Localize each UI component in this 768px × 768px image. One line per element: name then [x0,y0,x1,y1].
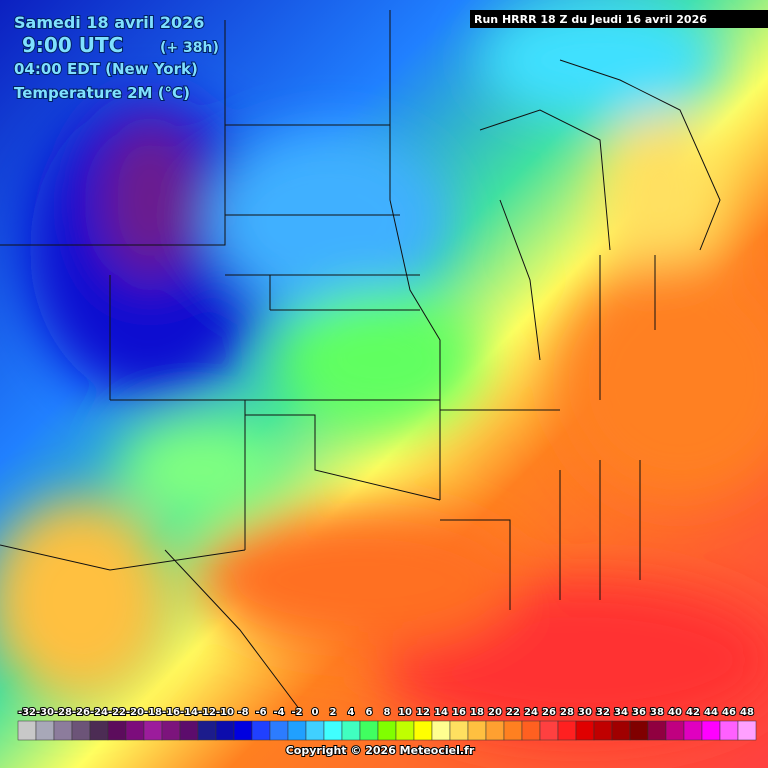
run-label: Run HRRR 18 Z du Jeudi 16 avril 2026 [474,13,707,26]
legend-label: 26 [542,707,556,718]
legend-label: -2 [291,707,302,718]
legend-label: 10 [398,707,412,718]
legend-swatch [431,720,451,741]
state-borders [0,10,721,711]
legend-swatch [179,720,199,741]
legend-swatch [143,720,163,741]
legend-swatch [233,720,253,741]
legend-label: 42 [686,707,700,718]
date: Samedi 18 avril 2026 [14,13,204,32]
legend-swatch [485,720,505,741]
legend-label: 12 [416,707,430,718]
legend-label: 40 [668,707,682,718]
legend-swatch [737,720,757,741]
legend-swatch [665,720,685,741]
legend-label: -26 [72,707,90,718]
legend-label: 36 [632,707,646,718]
legend-label: 16 [452,707,466,718]
legend-swatch [683,720,703,741]
legend-swatch [359,720,379,741]
legend-swatch [629,720,649,741]
legend-swatch [503,720,523,741]
legend-label: 6 [366,707,373,718]
legend-label: -22 [108,707,126,718]
legend-swatch [323,720,343,741]
legend-label: 8 [384,707,391,718]
legend-swatch [395,720,415,741]
legend-swatch [197,720,217,741]
legend-swatch [611,720,631,741]
legend-label: -4 [273,707,284,718]
legend-label: 22 [506,707,520,718]
temperature-patches [0,0,768,740]
legend-label: -14 [180,707,198,718]
legend-label: 32 [596,707,610,718]
legend-label: 18 [470,707,484,718]
legend-label: 4 [348,707,355,718]
legend-swatch [521,720,541,741]
legend-label: -30 [36,707,54,718]
parameter: Temperature 2M (°C) [14,84,190,102]
legend-label: -28 [54,707,72,718]
legend-label: -10 [216,707,234,718]
legend-swatch [413,720,433,741]
time-utc: 9:00 UTC [22,33,123,57]
legend-swatch [719,720,739,741]
legend-label: 38 [650,707,664,718]
legend: -32 -30 -28 -26 -24 -22 -20 -18 -16 -14 -12 -10 -8 -6… [17,706,757,741]
legend-swatch [305,720,325,741]
legend-label: 30 [578,707,592,718]
copyright: Copyright © 2026 Meteociel.fr [286,744,475,757]
legend-swatch [287,720,307,741]
legend-swatch [269,720,289,741]
legend-swatch [71,720,91,741]
legend-swatch [107,720,127,741]
legend-swatch [215,720,235,741]
legend-swatch [17,720,37,741]
legend-swatch [89,720,109,741]
legend-label: -24 [90,707,108,718]
legend-swatch [647,720,667,741]
legend-swatch [251,720,271,741]
legend-label: 46 [722,707,736,718]
legend-swatch [557,720,577,741]
run-box [470,10,768,28]
local-time: 04:00 EDT (New York) [14,60,198,78]
legend-label: -32 [18,707,36,718]
legend-swatch [53,720,73,741]
legend-label: 48 [740,707,754,718]
legend-swatch [35,720,55,741]
legend-swatch [125,720,145,741]
legend-label: -20 [126,707,144,718]
legend-label: 20 [488,707,502,718]
legend-swatch [539,720,559,741]
legend-swatch [467,720,487,741]
legend-label: -8 [237,707,248,718]
legend-label: -6 [255,707,266,718]
legend-label: -16 [162,707,180,718]
legend-label: 44 [704,707,718,718]
legend-label: -18 [144,707,162,718]
legend-label: 14 [434,707,448,718]
legend-label: -12 [198,707,216,718]
legend-label: 28 [560,707,574,718]
legend-label: 24 [524,707,538,718]
legend-label: 2 [330,707,337,718]
legend-swatch [575,720,595,741]
legend-swatch [341,720,361,741]
legend-swatch [701,720,721,741]
legend-swatch [161,720,181,741]
legend-label: 0 [312,707,319,718]
legend-label: 34 [614,707,628,718]
lead-time: (+ 38h) [160,40,219,56]
legend-swatch [449,720,469,741]
legend-swatch [593,720,613,741]
legend-swatch [377,720,397,741]
